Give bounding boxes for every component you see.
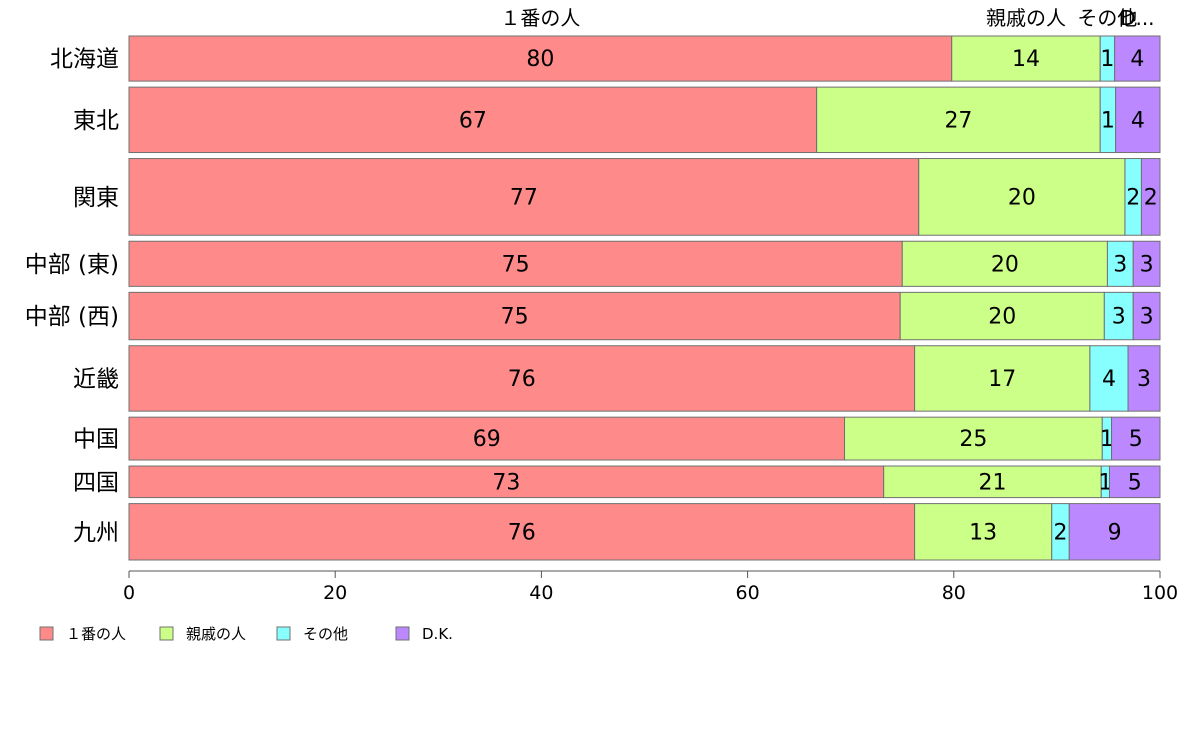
data-label: 1 [1100, 47, 1114, 72]
bar-segment [1115, 86, 1161, 154]
data-label: 1 [1100, 427, 1114, 452]
data-label: 3 [1140, 252, 1154, 277]
data-label: 3 [1140, 305, 1154, 330]
legend-swatch [276, 626, 291, 641]
data-label: 4 [1130, 47, 1144, 72]
data-label: 2 [1054, 520, 1068, 545]
bar-segment [128, 291, 901, 341]
bar-segment [128, 503, 916, 561]
bar-segment [1068, 503, 1161, 561]
legend-swatch [39, 626, 54, 641]
data-label: 3 [1137, 367, 1151, 392]
data-label: 4 [1102, 367, 1116, 392]
data-label: 13 [969, 520, 997, 545]
bar-segment [914, 345, 1091, 412]
legend-label: D.K. [422, 625, 453, 643]
category-label: 中部 (東) [25, 252, 119, 278]
data-label: 25 [959, 427, 987, 452]
data-label: 76 [508, 520, 536, 545]
top-series-label: その他 [1077, 6, 1137, 30]
data-label: 3 [1112, 305, 1126, 330]
data-label: 20 [988, 305, 1016, 330]
data-label: 5 [1129, 427, 1143, 452]
bar-segment [951, 35, 1101, 82]
legend-swatch [159, 626, 174, 641]
bar-segment [128, 345, 916, 412]
category-label: 四国 [73, 470, 119, 496]
data-label: 76 [508, 367, 536, 392]
category-label: 九州 [73, 520, 119, 546]
x-tick-label: 80 [942, 582, 966, 604]
data-label: 1 [1101, 108, 1115, 133]
bar-segment [128, 158, 920, 236]
bar-segment [883, 465, 1102, 499]
legend-label: その他 [303, 625, 348, 643]
bar-segment [1132, 240, 1161, 287]
legend-label: １番の人 [66, 625, 126, 643]
data-label: 27 [944, 108, 972, 133]
data-label: 77 [510, 185, 538, 210]
bar-segment [128, 35, 953, 82]
bar-segment [1127, 345, 1161, 412]
data-label: 14 [1012, 47, 1040, 72]
data-label: 21 [978, 470, 1006, 495]
bar-segment [128, 86, 818, 154]
bar-segment [1108, 465, 1161, 499]
bar-segment [1106, 240, 1134, 287]
category-label: 関東 [73, 185, 119, 211]
bar-segment [816, 86, 1101, 154]
data-label: 1 [1098, 470, 1112, 495]
bar-segment [844, 416, 1103, 461]
category-label: 北海道 [50, 47, 119, 73]
data-label: 4 [1131, 108, 1145, 133]
x-tick-label: 60 [736, 582, 760, 604]
bar-segment [128, 416, 846, 461]
data-label: 75 [501, 305, 529, 330]
x-tick-label: 0 [123, 582, 135, 604]
bar-segment [914, 503, 1053, 561]
x-tick-label: 20 [323, 582, 347, 604]
category-label: 中部 (西) [25, 304, 119, 330]
data-label: 75 [502, 252, 530, 277]
bar-segment [128, 465, 885, 499]
data-label: 80 [526, 47, 554, 72]
top-series-label: D... [1120, 6, 1154, 30]
data-label: 2 [1144, 185, 1158, 210]
data-label: 20 [991, 252, 1019, 277]
category-label: 東北 [73, 108, 119, 134]
category-label: 近畿 [73, 366, 119, 392]
legend-label: 親戚の人 [186, 625, 246, 643]
bar-segment [1140, 158, 1161, 236]
bar-segment [1111, 416, 1161, 461]
bar-segment [901, 240, 1108, 287]
category-label: 中国 [73, 427, 119, 453]
legend-swatch [395, 626, 410, 641]
data-label: 2 [1126, 185, 1140, 210]
bar-segment [1103, 291, 1134, 341]
bar-segment [1114, 35, 1161, 82]
x-tick-label: 100 [1142, 582, 1178, 604]
x-tick-label: 40 [529, 582, 553, 604]
data-label: 3 [1113, 252, 1127, 277]
bar-segment [918, 158, 1126, 236]
bar-segment [1132, 291, 1161, 341]
bar-segment [899, 291, 1105, 341]
data-label: 73 [492, 470, 520, 495]
bar-segment [128, 240, 903, 287]
data-label: 20 [1008, 185, 1036, 210]
top-series-label: １番の人 [500, 6, 580, 30]
data-label: 67 [459, 108, 487, 133]
data-label: 9 [1108, 520, 1122, 545]
data-label: 69 [473, 427, 501, 452]
data-label: 5 [1128, 470, 1142, 495]
top-series-label: 親戚の人 [986, 6, 1066, 30]
data-label: 17 [988, 367, 1016, 392]
